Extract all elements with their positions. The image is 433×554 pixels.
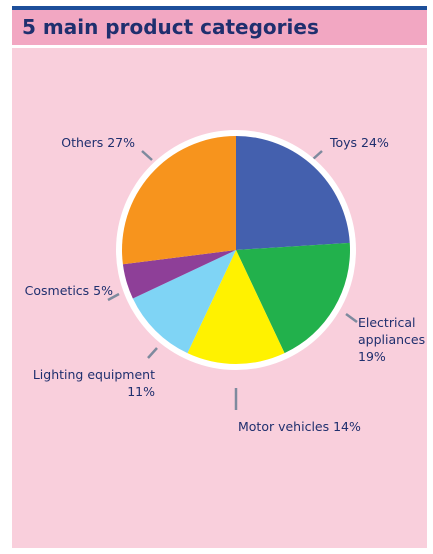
pie-slices (122, 136, 351, 364)
leader-line (141, 150, 153, 161)
slice-label-line: 11% (127, 384, 155, 399)
slice-label-line: Motor vehicles 14% (238, 419, 361, 434)
leader-line (107, 292, 120, 302)
leader-line (345, 312, 358, 324)
leader-line (311, 150, 323, 161)
slice-label-others: Others 27% (61, 135, 135, 150)
leader-lines (107, 150, 358, 410)
pie-slice-cosmetics (122, 250, 236, 299)
slice-label-electrical-appliances: Electrical appliances 19% (358, 315, 425, 364)
pie-slice-others (122, 136, 236, 265)
slice-label-line: Cosmetics 5% (25, 283, 113, 298)
slice-label-line: Electrical (358, 315, 415, 330)
slice-label-lighting-equipment: Lighting equipment 11% (33, 367, 155, 399)
slice-label-motor-vehicles: Motor vehicles 14% (238, 419, 361, 434)
slice-label-line: Lighting equipment (33, 367, 155, 382)
slice-label-line: Others 27% (61, 135, 135, 150)
pie-slice-motor-vehicles (187, 250, 285, 364)
slice-label-line: Toys 24% (329, 135, 389, 150)
pie-slice-electrical-appliances (236, 242, 351, 354)
slice-label-toys: Toys 24% (329, 135, 389, 150)
leader-line (147, 347, 158, 359)
slice-label-cosmetics: Cosmetics 5% (25, 283, 113, 298)
slice-label-line: appliances (358, 332, 425, 347)
slice-label-line: 19% (358, 349, 386, 364)
pie-slice-toys (236, 136, 350, 250)
title-bar: 5 main product categories (12, 10, 427, 48)
chart-title: 5 main product categories (22, 15, 319, 39)
pie-slice-lighting-equipment (132, 250, 236, 354)
chart-panel: 5 main product categories (12, 6, 427, 548)
pie-labels: Toys 24% Electrical appliances 19% Motor veh… (25, 135, 425, 434)
